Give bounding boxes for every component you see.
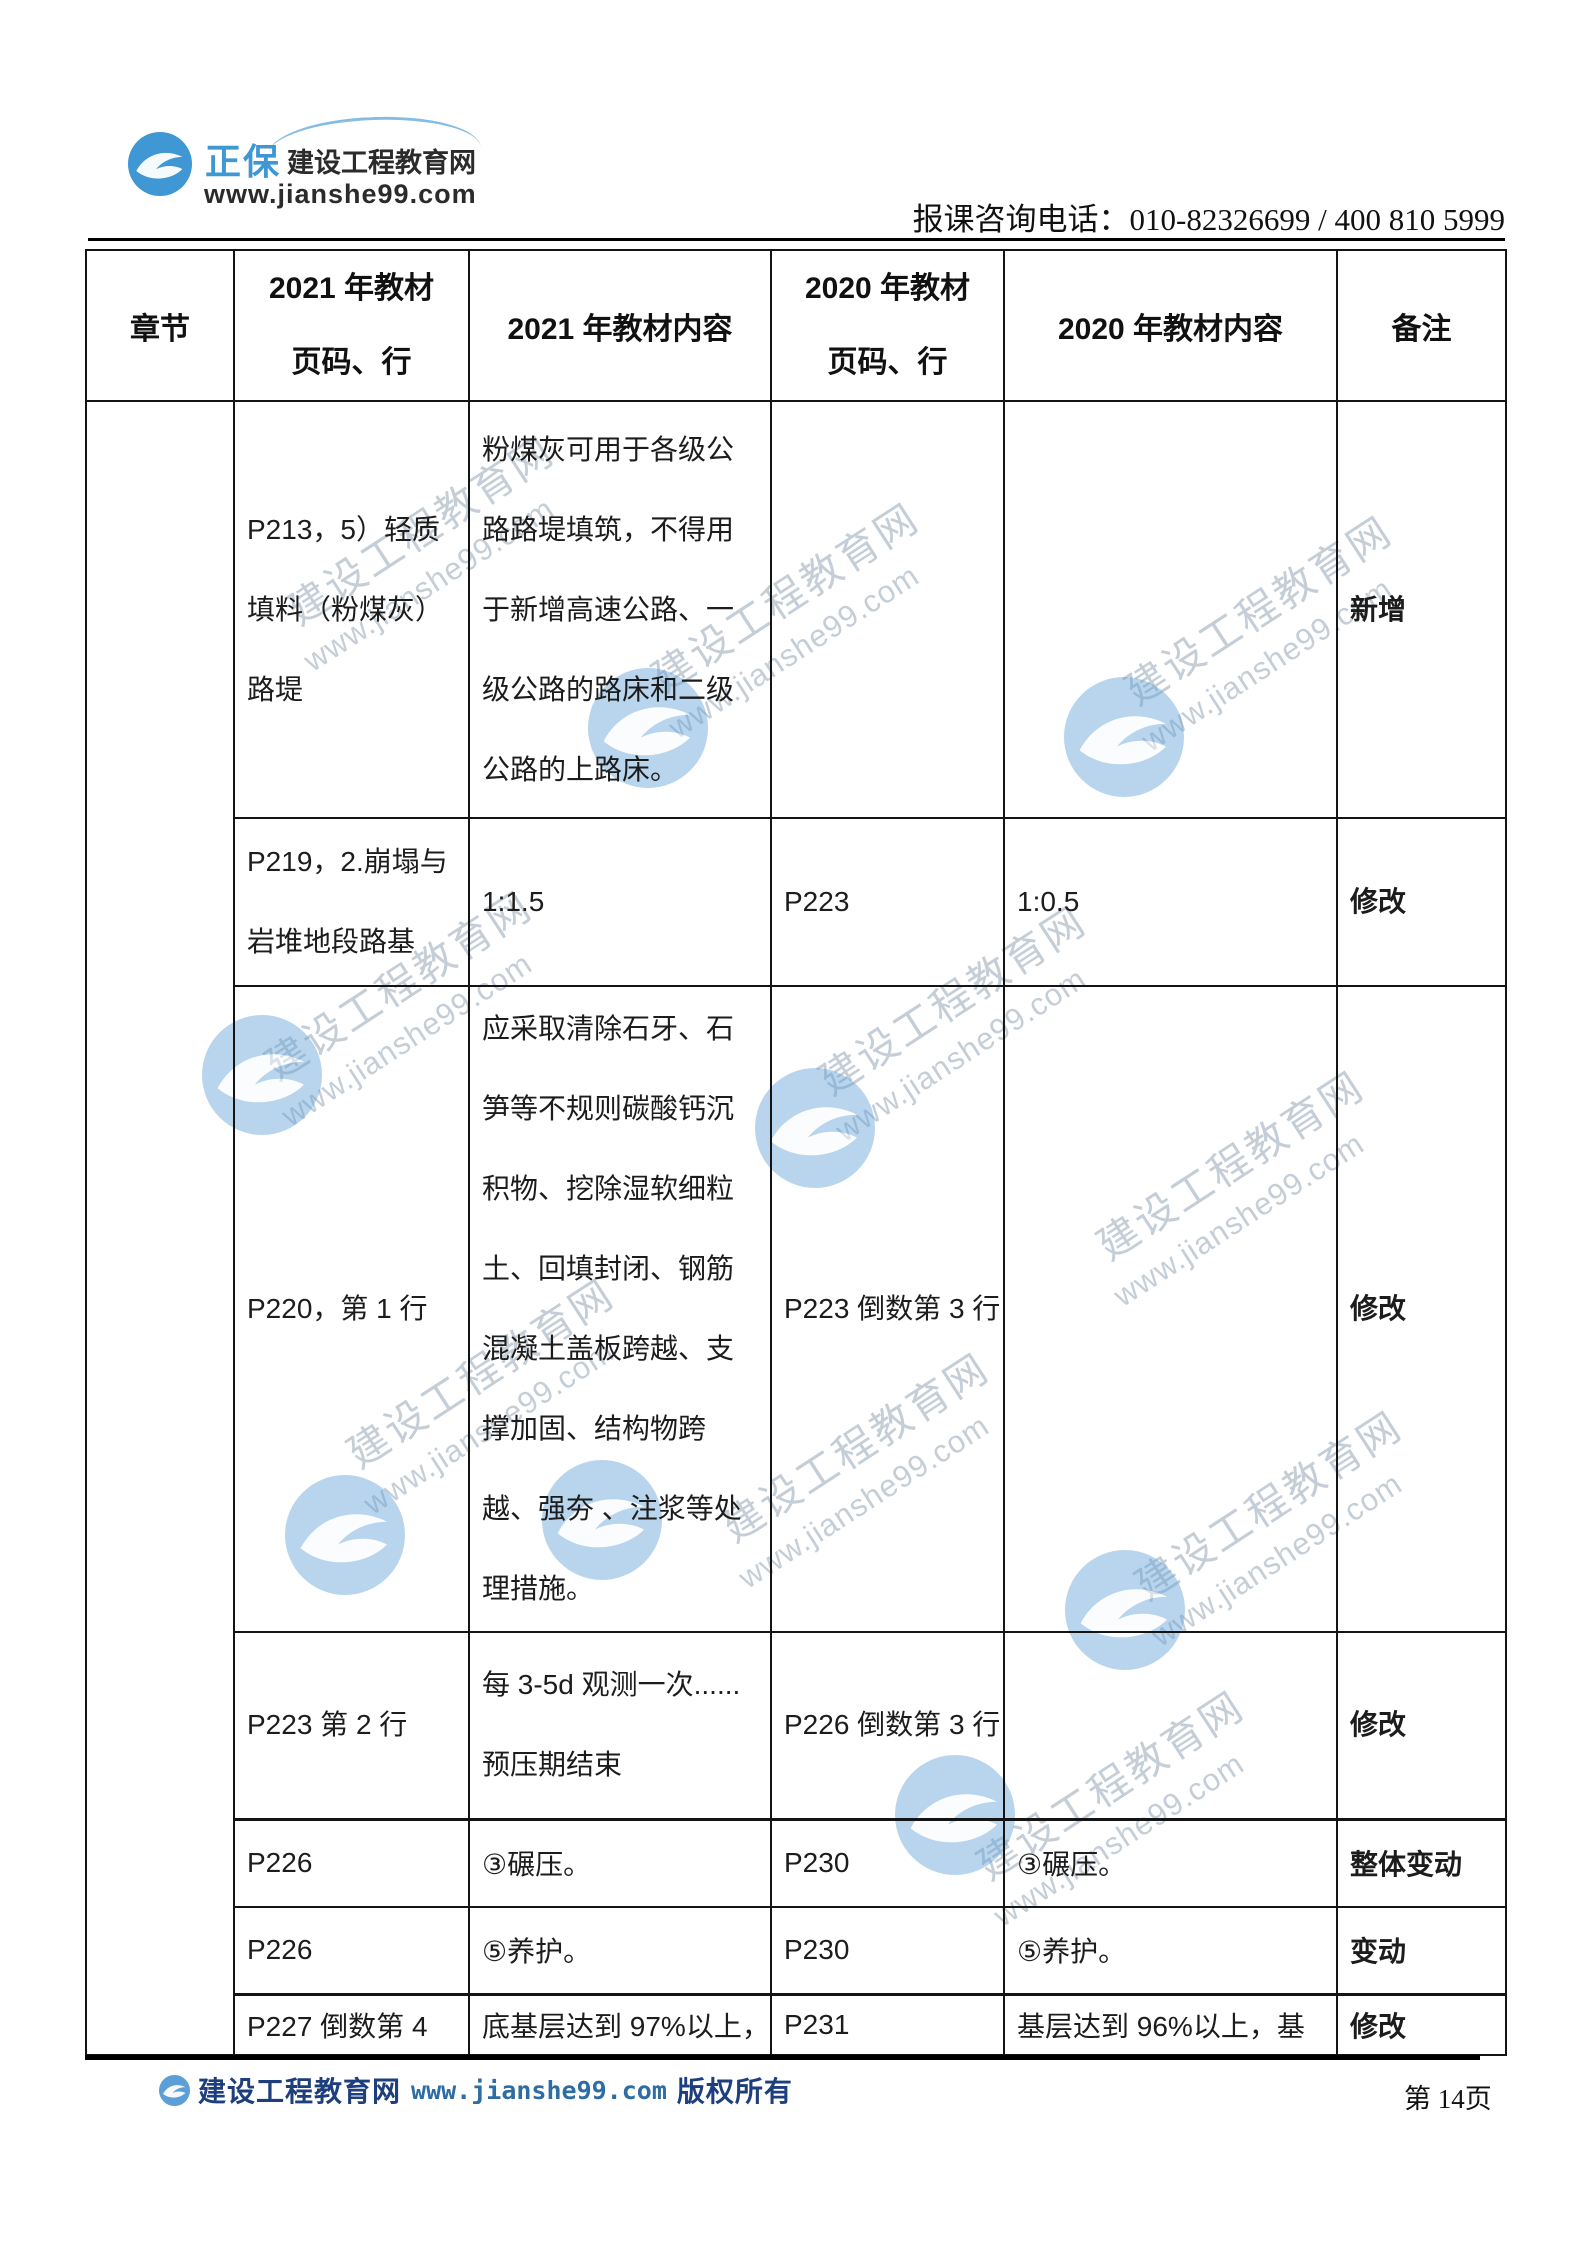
cell-2021-content: 应采取清除石牙、石笋等不规则碳酸钙沉积物、挖除湿软细粒土、回填封闭、钢筋混凝土盖… bbox=[468, 985, 772, 1633]
cell-remark: 修改 bbox=[1336, 1992, 1507, 2056]
col-header-2021-content: 2021 年教材内容 bbox=[468, 249, 772, 402]
textbook-comparison-table: 章节 2021 年教材 页码、行 2021 年教材内容 2020 年教材 页码、… bbox=[85, 249, 1507, 2056]
cell-2021-page: P226 bbox=[233, 1817, 470, 1908]
page-number: 第 14页 bbox=[1404, 2084, 1492, 2114]
cell-2021-content: 底基层达到 97%以上， bbox=[468, 1992, 772, 2056]
cell-2020-page: P223 bbox=[770, 817, 1005, 987]
cell-2021-content: 粉煤灰可用于各级公路路堤填筑，不得用于新增高速公路、一级公路的路床和二级公路的上… bbox=[468, 400, 772, 819]
cell-2021-page: P220，第 1 行 bbox=[233, 985, 470, 1633]
cell-2020-page: P223 倒数第 3 行 bbox=[770, 985, 1005, 1633]
brand-name-rest: 建设工程教育网 bbox=[287, 148, 476, 178]
cell-remark: 修改 bbox=[1336, 817, 1507, 987]
cell-remark: 新增 bbox=[1336, 400, 1507, 819]
col-header-chapter: 章节 bbox=[85, 249, 235, 402]
brand-url: www.jianshe99.com bbox=[204, 179, 477, 209]
table-row: P219，2.崩塌与岩堆地段路基 1:1.5 P223 1:0.5 修改 bbox=[86, 817, 1507, 987]
table-row: P213，5）轻质填料（粉煤灰）路堤 粉煤灰可用于各级公路路堤填筑，不得用于新增… bbox=[85, 400, 1507, 2056]
cell-2021-page: P219，2.崩塌与岩堆地段路基 bbox=[233, 817, 470, 987]
col-header-line: 2020 年教材 bbox=[804, 271, 971, 305]
cell-2020-content: ⑤养护。 bbox=[1003, 1906, 1338, 1995]
cell-remark: 修改 bbox=[1336, 1631, 1507, 1820]
cell-chapter bbox=[85, 400, 235, 2056]
table-row: P223 第 2 行 每 3-5d 观测一次......预压期结束 P226 倒… bbox=[86, 1631, 1507, 1820]
footer-rights: 版权所有 bbox=[676, 2076, 793, 2107]
col-header-line: 2021 年教材 bbox=[268, 271, 435, 305]
cell-2020-page: P226 倒数第 3 行 bbox=[770, 1631, 1005, 1820]
cell-2021-page: P213，5）轻质填料（粉煤灰）路堤 bbox=[233, 400, 470, 819]
phone-line: 报课咨询电话：010-82326699 / 400 810 5999 bbox=[912, 202, 1505, 237]
cell-2020-content bbox=[1003, 1631, 1338, 1820]
cell-remark: 修改 bbox=[1336, 985, 1507, 1633]
cell-2021-content: 每 3-5d 观测一次......预压期结束 bbox=[468, 1631, 772, 1820]
col-header-line: 页码、行 bbox=[827, 345, 948, 379]
col-header-remark: 备注 bbox=[1336, 249, 1507, 402]
footer-url: www.jianshe99.com bbox=[411, 2075, 667, 2105]
footer-site-name: 建设工程教育网 bbox=[198, 2076, 402, 2107]
cell-2021-content: ⑤养护。 bbox=[468, 1906, 772, 1995]
col-header-line: 页码、行 bbox=[291, 345, 412, 379]
cell-2020-content: ③碾压。 bbox=[1003, 1817, 1338, 1908]
table-row: P227 倒数第 4 底基层达到 97%以上， P231 基层达到 96%以上，… bbox=[86, 1992, 1507, 2056]
table-row: P226 ③碾压。 P230 ③碾压。 整体变动 bbox=[86, 1817, 1507, 1908]
cell-2020-page: P230 bbox=[770, 1906, 1005, 1995]
table-row: P226 ⑤养护。 P230 ⑤养护。 变动 bbox=[86, 1906, 1507, 1995]
header-rule bbox=[88, 238, 1505, 241]
table-header-row: 章节 2021 年教材 页码、行 2021 年教材内容 2020 年教材 页码、… bbox=[85, 249, 1507, 402]
cell-2020-page bbox=[770, 400, 1005, 819]
cell-2020-page: P231 bbox=[770, 1992, 1005, 2056]
cell-2020-content: 基层达到 96%以上，基 bbox=[1003, 1992, 1338, 2056]
cell-2020-content bbox=[1003, 985, 1338, 1633]
table-row: P220，第 1 行 应采取清除石牙、石笋等不规则碳酸钙沉积物、挖除湿软细粒土、… bbox=[86, 985, 1507, 1633]
cell-2021-page: P223 第 2 行 bbox=[233, 1631, 470, 1820]
footer-rule bbox=[85, 2055, 1480, 2060]
col-header-2020-page: 2020 年教材 页码、行 bbox=[770, 249, 1005, 402]
cell-2021-page: P227 倒数第 4 bbox=[233, 1992, 470, 2056]
cell-2021-content: ③碾压。 bbox=[468, 1817, 772, 1908]
footer-logo-icon bbox=[159, 2074, 190, 2106]
brand-logo-icon bbox=[128, 132, 192, 196]
cell-2021-page: P226 bbox=[233, 1906, 470, 1995]
footer-bar: 建设工程教育网 www.jianshe99.com 版权所有 bbox=[159, 2070, 793, 2110]
cell-remark: 整体变动 bbox=[1336, 1817, 1507, 1908]
col-header-2021-page: 2021 年教材 页码、行 bbox=[233, 249, 470, 402]
col-header-2020-content: 2020 年教材内容 bbox=[1003, 249, 1338, 402]
cell-2020-page: P230 bbox=[770, 1817, 1005, 1908]
cell-remark: 变动 bbox=[1336, 1906, 1507, 1995]
cell-2021-content: 1:1.5 bbox=[468, 817, 772, 987]
cell-2020-content: 1:0.5 bbox=[1003, 817, 1338, 987]
brand-name-cn: 正保 bbox=[205, 141, 282, 182]
cell-2020-content bbox=[1003, 400, 1338, 819]
